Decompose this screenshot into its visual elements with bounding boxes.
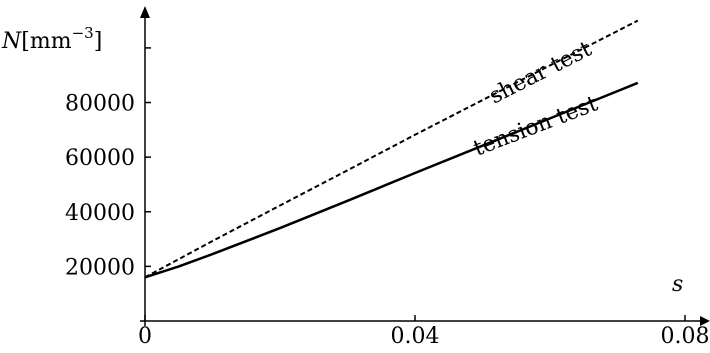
- ticks: 0 0.04 0.08 20000 40000 60000 80000: [65, 47, 710, 349]
- x-tick-label-2: 0.08: [661, 324, 710, 349]
- axes: [140, 6, 710, 326]
- series-line-tension-test: [144, 81, 639, 279]
- x-axis-title: s: [672, 272, 683, 297]
- y-axis-title-unit: [mm: [21, 29, 71, 54]
- series-line-shear-test: [144, 19, 639, 279]
- y-axis-title-close: ]: [94, 29, 103, 54]
- y-tick-label-0: 20000: [65, 255, 135, 280]
- series-label-tension-test: tension test: [470, 91, 601, 161]
- x-tick-label-0: 0: [138, 324, 152, 349]
- x-tick-label-1: 0.04: [391, 324, 440, 349]
- y-axis-title: N[mm−3]: [1, 24, 102, 54]
- y-axis-title-exp: −3: [72, 24, 94, 42]
- x-axis-arrowhead: [700, 316, 710, 326]
- y-axis-arrowhead: [140, 6, 150, 18]
- y-tick-label-3: 80000: [65, 92, 135, 117]
- y-tick-label-1: 40000: [65, 201, 135, 226]
- y-axis-title-var: N: [1, 29, 22, 54]
- series-lines: [144, 19, 639, 279]
- y-tick-label-2: 60000: [65, 146, 135, 171]
